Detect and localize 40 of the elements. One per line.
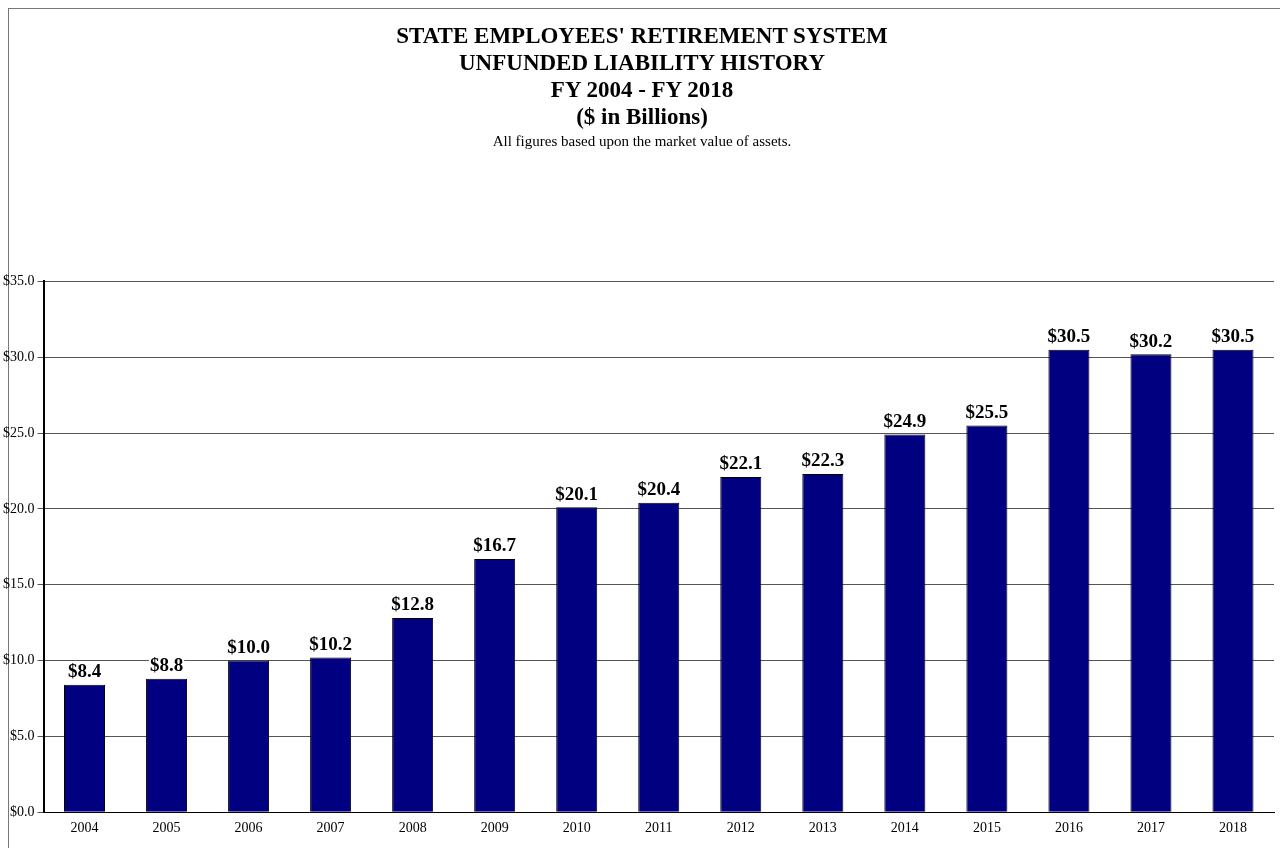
data-label: $30.2 bbox=[1129, 329, 1173, 351]
y-tick-label: $10.0 bbox=[3, 652, 35, 668]
x-tick-label: 2015 bbox=[972, 820, 1001, 836]
x-tick-label: 2006 bbox=[234, 820, 263, 836]
data-label: $30.5 bbox=[1047, 325, 1091, 347]
chart-title: STATE EMPLOYEES' RETIREMENT SYSTEM UNFUNDED LIABILITY HISTORY FY 2004 - FY 2018 ($ in Billions) bbox=[395, 22, 889, 130]
x-tick-label: 2011 bbox=[645, 820, 673, 836]
x-tick-label: 2004 bbox=[70, 820, 99, 836]
data-label: $10.0 bbox=[227, 635, 270, 657]
x-tick-label: 2009 bbox=[480, 820, 509, 836]
data-label: $20.1 bbox=[555, 482, 599, 504]
data-label: $24.9 bbox=[883, 409, 927, 431]
y-tick-label: $35.0 bbox=[3, 273, 35, 289]
data-label: $22.3 bbox=[801, 449, 845, 471]
x-tick-label: 2010 bbox=[562, 820, 591, 836]
data-label: $12.8 bbox=[391, 593, 435, 615]
y-tick-label: $0.0 bbox=[10, 803, 35, 819]
y-tick-label: $5.0 bbox=[10, 728, 35, 744]
data-label: $10.2 bbox=[309, 632, 352, 654]
x-tick-label: 2007 bbox=[316, 820, 345, 836]
chart-subtitle: All figures based upon the market value of assets. bbox=[491, 133, 793, 150]
x-tick-label: 2005 bbox=[152, 820, 181, 836]
y-tick-label: $25.0 bbox=[3, 424, 35, 440]
x-tick-label: 2016 bbox=[1054, 820, 1083, 836]
data-label: $16.7 bbox=[473, 534, 517, 556]
data-label: $22.1 bbox=[719, 452, 763, 474]
x-tick-label: 2018 bbox=[1218, 820, 1247, 836]
y-tick-label: $30.0 bbox=[3, 348, 35, 364]
x-tick-label: 2017 bbox=[1136, 820, 1165, 836]
x-tick-label: 2008 bbox=[398, 820, 427, 836]
data-label: $8.4 bbox=[67, 660, 102, 682]
x-tick-label: 2013 bbox=[808, 820, 837, 836]
y-tick-label: $20.0 bbox=[3, 500, 35, 516]
data-label: $20.4 bbox=[637, 478, 681, 500]
y-tick-label: $15.0 bbox=[3, 576, 35, 592]
x-tick-label: 2014 bbox=[890, 820, 919, 836]
data-label: $30.5 bbox=[1211, 325, 1255, 347]
data-label: $25.5 bbox=[965, 400, 1009, 422]
x-tick-label: 2012 bbox=[726, 820, 755, 836]
data-label: $8.8 bbox=[149, 654, 184, 676]
